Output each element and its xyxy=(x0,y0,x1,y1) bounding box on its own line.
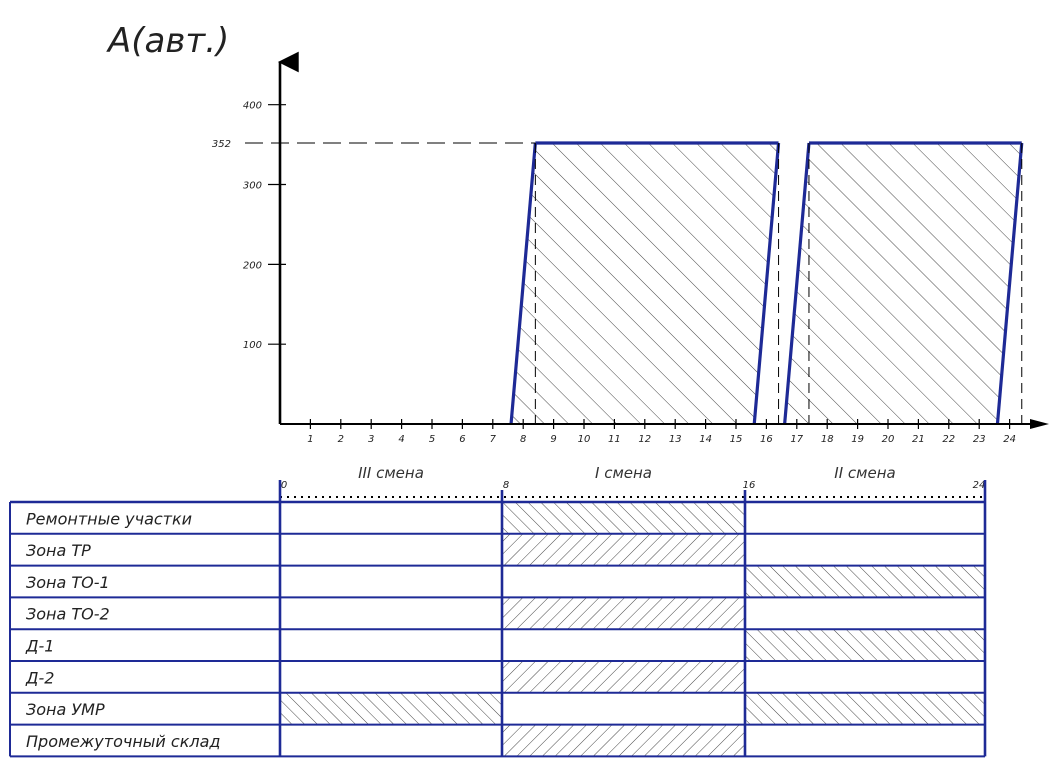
x-tick-label: 12 xyxy=(638,434,651,445)
row-label: Промежуточный склад xyxy=(26,732,220,751)
shift-label: I смена xyxy=(595,464,652,482)
hour-mark: 8 xyxy=(503,480,509,491)
x-tick-label: 1 xyxy=(307,434,313,445)
schedule-header: 0 8 16 24 III смена I смена II смена xyxy=(280,464,986,498)
row-label: Д-2 xyxy=(25,668,54,687)
hour-mark: 0 xyxy=(281,480,287,491)
active-shift-cell xyxy=(745,692,985,725)
row-label: Ремонтные участки xyxy=(26,509,192,528)
shift-schedule-table: 0 8 16 24 III смена I смена II смена Ремонтные… xyxy=(9,464,987,758)
x-tick-label: 7 xyxy=(490,434,497,445)
x-tick-label: 2 xyxy=(338,434,344,445)
row-label: Зона УМР xyxy=(26,700,105,719)
x-tick-label: 10 xyxy=(578,434,591,445)
x-tick-label: 3 xyxy=(368,434,374,445)
x-tick-label: 15 xyxy=(730,434,743,445)
active-shift-cell xyxy=(502,724,745,757)
x-tick-label: 17 xyxy=(790,434,803,445)
peak-label: 352 xyxy=(212,139,231,150)
load-rise-line-2 xyxy=(783,142,811,425)
x-tick-label: 8 xyxy=(520,434,526,445)
x-tick-label: 14 xyxy=(699,434,712,445)
y-ticks: 100 200 300 400 352 xyxy=(212,101,286,351)
row-label: Зона ТР xyxy=(26,541,91,560)
shift-label: III смена xyxy=(358,464,424,482)
x-tick-label: 20 xyxy=(882,434,895,445)
load-rise-line-1 xyxy=(509,142,537,425)
shift-label: II смена xyxy=(834,464,895,482)
schedule-grid xyxy=(9,480,987,758)
x-tick-label: 6 xyxy=(459,434,465,445)
active-shift-cell xyxy=(280,692,502,725)
row-label: Зона ТО-2 xyxy=(26,605,110,624)
y-tick-label: 400 xyxy=(243,101,262,112)
active-shift-cell xyxy=(502,533,745,566)
axes xyxy=(277,51,1049,429)
x-tick-label: 18 xyxy=(821,434,834,445)
x-tick-label: 22 xyxy=(942,434,955,445)
shift-load-areas xyxy=(509,141,1024,425)
load-area-1 xyxy=(511,143,779,424)
active-shift-cell xyxy=(745,565,985,598)
schedule-cells xyxy=(280,502,985,757)
x-tick-label: 19 xyxy=(851,434,864,445)
active-shift-cell xyxy=(745,629,985,661)
row-label: Д-1 xyxy=(25,636,54,655)
active-shift-cell xyxy=(502,597,745,630)
x-tick-label: 4 xyxy=(398,434,404,445)
y-tick-label: 100 xyxy=(243,340,262,351)
hour-mark: 16 xyxy=(743,480,756,491)
guide-lines xyxy=(245,142,1023,424)
y-axis-title: A(авт.) xyxy=(106,21,229,61)
x-tick-label: 13 xyxy=(669,434,682,445)
x-axis-arrow xyxy=(1030,419,1049,429)
x-tick-label: 5 xyxy=(429,434,435,445)
y-tick-label: 300 xyxy=(243,181,262,192)
x-tick-label: 9 xyxy=(550,434,556,445)
x-tick-label: 16 xyxy=(760,434,773,445)
x-ticks: 1 2 3 4 5 6 7 8 9 10 11 12 13 14 15 16 17 18 19 20 21 22 23 24 xyxy=(307,419,1016,445)
active-shift-cell xyxy=(502,502,745,534)
hour-mark: 24 xyxy=(973,480,986,491)
schedule-row-labels: Ремонтные участки Зона ТР Зона ТО-1 Зона ТО… xyxy=(25,509,220,751)
x-tick-label: 24 xyxy=(1003,434,1016,445)
row-label: Зона ТО-1 xyxy=(26,573,110,592)
x-tick-label: 21 xyxy=(912,434,925,445)
load-fall-line-2 xyxy=(995,142,1024,425)
x-tick-label: 23 xyxy=(973,434,986,445)
y-tick-label: 200 xyxy=(243,260,262,271)
x-tick-label: 11 xyxy=(608,434,621,445)
active-shift-cell xyxy=(502,661,745,693)
load-fall-line-1 xyxy=(752,142,781,425)
load-area-2 xyxy=(784,143,1022,424)
